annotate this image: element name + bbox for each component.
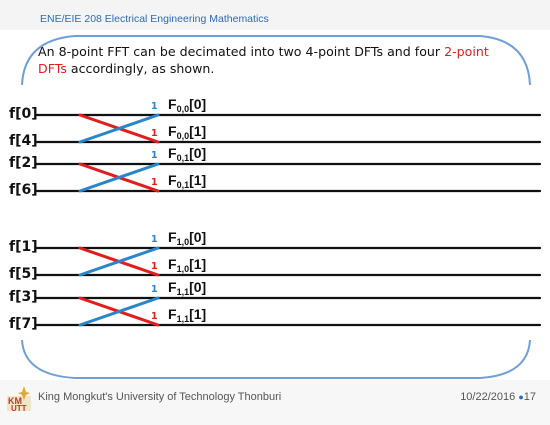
footer-university: King Mongkut's University of Technology … xyxy=(38,391,282,403)
output-label: F0,0[0] xyxy=(168,96,207,114)
input-label: f[3] xyxy=(9,289,38,305)
svg-text:KM: KM xyxy=(8,396,22,406)
intro-highlight-a: 2-point xyxy=(444,44,489,59)
output-label: F1,1[1] xyxy=(168,306,207,324)
svg-text:UTT: UTT xyxy=(11,404,27,412)
weight-label-bottom: 1 xyxy=(151,128,158,139)
input-label: f[7] xyxy=(9,316,38,332)
input-label: f[5] xyxy=(9,266,38,282)
intro-highlight-b: DFTs xyxy=(38,61,67,76)
butterfly-blue-2 xyxy=(78,246,160,277)
output-label: F1,0[1] xyxy=(168,256,207,274)
intro-after: accordingly, as shown. xyxy=(66,61,215,76)
weight-label-bottom: 1 xyxy=(151,177,158,188)
input-label: f[6] xyxy=(9,182,38,198)
weight-label-top: 1 xyxy=(151,150,158,161)
weight-label-bottom: 1 xyxy=(151,311,158,322)
intro-text: An 8-point FFT can be decimated into two… xyxy=(38,43,518,77)
footer-page: 17 xyxy=(523,391,536,403)
butterfly-blue-0 xyxy=(78,113,160,144)
footer-bullet: ● xyxy=(518,392,524,402)
input-label: f[4] xyxy=(9,133,38,149)
footer-date-page: 10/22/2016 ●17 xyxy=(460,391,536,403)
weight-label-top: 1 xyxy=(151,234,158,245)
output-label: F0,1[1] xyxy=(168,172,207,190)
input-label: f[0] xyxy=(9,106,38,122)
course-header: ENE/EIE 208 Electrical Engineering Mathe… xyxy=(40,13,269,25)
frame-bottom-arc xyxy=(21,339,531,379)
output-label: F1,0[0] xyxy=(168,229,207,247)
weight-label-bottom: 1 xyxy=(151,261,158,272)
output-label: F0,0[1] xyxy=(168,123,207,141)
input-label: f[1] xyxy=(9,239,38,255)
output-label: F0,1[0] xyxy=(168,145,207,163)
butterfly-blue-1 xyxy=(78,162,160,193)
butterfly-blue-3 xyxy=(78,296,160,327)
weight-label-top: 1 xyxy=(151,101,158,112)
footer-date: 10/22/2016 xyxy=(460,391,516,403)
weight-label-top: 1 xyxy=(151,284,158,295)
input-label: f[2] xyxy=(9,155,38,171)
frame-top-arc xyxy=(21,35,531,86)
kmutt-logo-icon: KM UTT xyxy=(7,386,31,412)
intro-before: An 8-point FFT can be decimated into two… xyxy=(38,44,445,59)
output-label: F1,1[0] xyxy=(168,279,207,297)
